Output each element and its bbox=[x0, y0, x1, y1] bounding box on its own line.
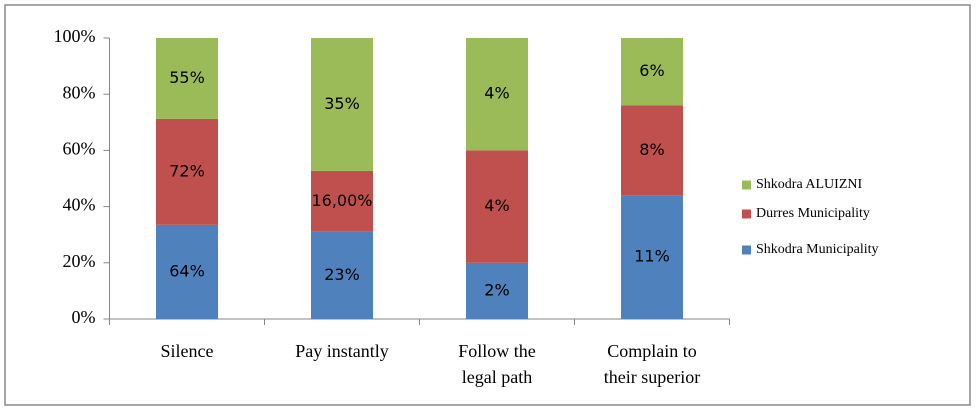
legend-label: Durres Municipality bbox=[756, 206, 870, 221]
bar-segment bbox=[311, 38, 373, 171]
y-tick-label: 60% bbox=[63, 139, 96, 159]
y-tick-label: 80% bbox=[63, 82, 96, 102]
y-tick-label: 20% bbox=[63, 251, 96, 271]
data-label: 35% bbox=[324, 94, 360, 113]
bar-segment bbox=[621, 38, 683, 106]
bar-segment bbox=[621, 105, 683, 196]
bar-segment bbox=[466, 150, 528, 263]
bar-segment bbox=[311, 231, 373, 319]
bar-segment bbox=[156, 118, 218, 225]
data-label: 23% bbox=[324, 265, 360, 284]
data-label: 2% bbox=[484, 280, 509, 299]
bar-segment bbox=[311, 170, 373, 232]
legend-label: Shkodra ALUIZNI bbox=[756, 177, 862, 192]
data-label: 8% bbox=[639, 140, 664, 159]
bar-segment bbox=[466, 38, 528, 151]
legend-label: Shkodra Municipality bbox=[756, 242, 879, 257]
data-label: 11% bbox=[634, 247, 670, 266]
data-label: 55% bbox=[169, 68, 205, 87]
legend-swatch bbox=[742, 245, 751, 255]
data-label: 4% bbox=[484, 84, 509, 103]
y-tick-label: 0% bbox=[72, 307, 96, 327]
x-tick-label: Pay instantly bbox=[295, 341, 389, 361]
y-tick-label: 40% bbox=[63, 195, 96, 215]
x-tick-label: Complain to their superior bbox=[604, 341, 700, 387]
data-label: 16,00% bbox=[311, 191, 372, 210]
legend-swatch bbox=[742, 209, 751, 219]
bar-segment bbox=[621, 195, 683, 319]
data-label: 72% bbox=[169, 161, 205, 180]
legend-swatch bbox=[742, 180, 751, 190]
bar-segment bbox=[466, 262, 528, 319]
data-label: 4% bbox=[484, 196, 509, 215]
x-tick-label: Follow the legal path bbox=[458, 341, 536, 387]
y-tick-label: 100% bbox=[54, 26, 96, 46]
data-label: 6% bbox=[639, 61, 664, 80]
bar-segment bbox=[156, 38, 218, 119]
bar-segment bbox=[156, 224, 218, 319]
x-tick-label: Silence bbox=[161, 341, 214, 361]
data-label: 64% bbox=[169, 261, 205, 280]
